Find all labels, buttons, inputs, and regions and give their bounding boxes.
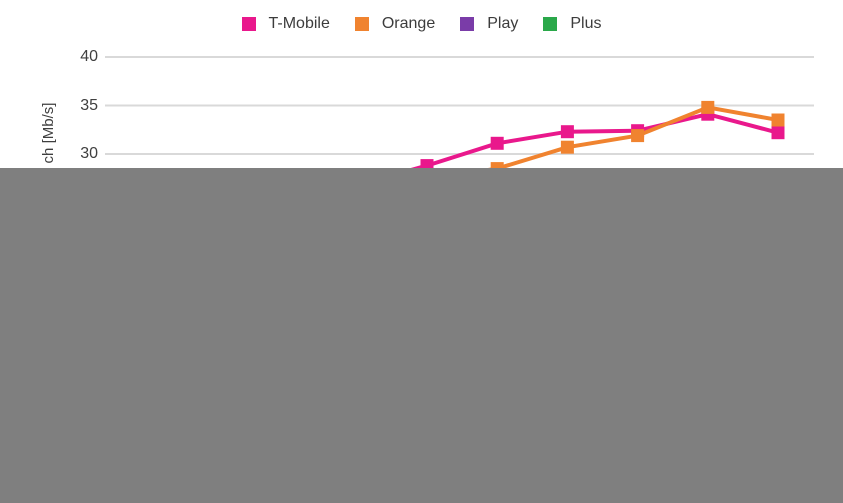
y-tick-label: 30 <box>80 145 98 162</box>
legend-swatch <box>543 17 558 31</box>
series-marker-orange <box>560 140 574 154</box>
legend-item-plus: Plus <box>543 15 601 33</box>
gray-overlay <box>0 168 843 503</box>
legend-label: Plus <box>570 15 602 32</box>
y-tick-label: 40 <box>80 48 98 65</box>
series-marker-t-mobile <box>560 125 574 139</box>
legend-swatch <box>241 17 256 31</box>
legend-item-t-mobile: T-Mobile <box>241 15 330 33</box>
y-tick-label: 35 <box>80 96 98 114</box>
legend-label: T-Mobile <box>268 15 330 32</box>
chart-legend: T-Mobile Orange Play Plus <box>0 13 843 35</box>
legend-label: Orange <box>381 15 436 32</box>
legend-swatch <box>460 17 475 31</box>
legend-swatch <box>354 17 369 31</box>
legend-item-orange: Orange <box>354 15 436 33</box>
legend-item-play: Play <box>460 15 518 33</box>
series-marker-orange <box>771 113 785 127</box>
series-marker-orange <box>701 100 715 114</box>
series-marker-t-mobile <box>490 136 504 150</box>
series-marker-orange <box>631 129 645 143</box>
legend-label: Play <box>487 15 519 32</box>
series-marker-t-mobile <box>771 126 785 140</box>
